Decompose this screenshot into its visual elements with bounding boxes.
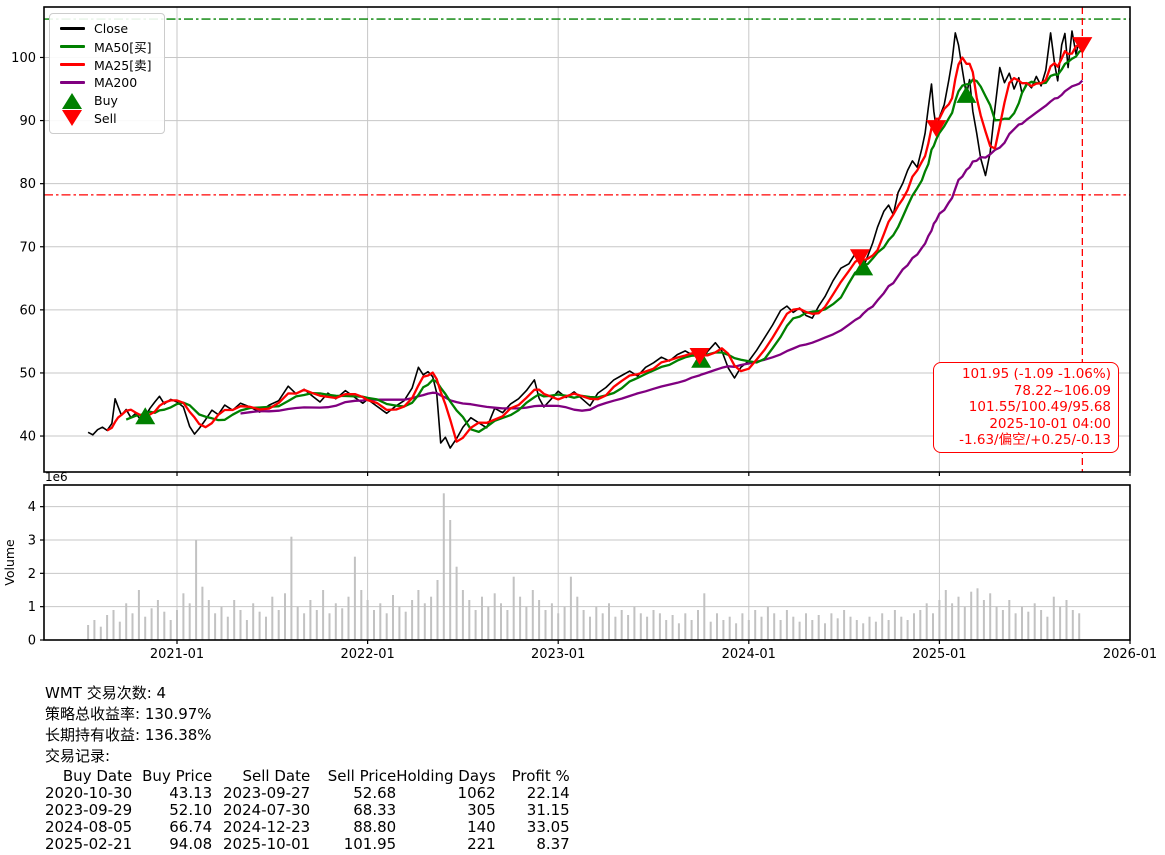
- svg-text:40: 40: [19, 430, 36, 445]
- legend-item: Sell: [59, 109, 152, 127]
- svg-text:100: 100: [11, 51, 36, 66]
- buy-triangle-icon: [62, 92, 82, 109]
- legend-item: Close: [59, 20, 152, 37]
- legend-label: MA50[买]: [94, 40, 152, 55]
- svg-text:1e6: 1e6: [45, 470, 68, 484]
- strategy-stats: WMT 交易次数: 4 策略总收益率: 130.97% 长期持有收益: 136.…: [45, 683, 570, 853]
- legend-swatch: [59, 63, 85, 66]
- trade-cell: 52.10: [169, 801, 213, 819]
- svg-text:3: 3: [28, 534, 36, 549]
- trade-cell: 88.80: [353, 818, 397, 836]
- legend-label: Buy: [94, 93, 118, 108]
- legend-line-swatch: [59, 81, 85, 84]
- svg-text:Volume: Volume: [2, 539, 17, 586]
- trade-row: 2023-09-29 52.10 2024-07-30 68.33 305 31.15: [45, 802, 570, 819]
- legend-swatch: [59, 109, 85, 126]
- trade-cell: 2023-09-27: [223, 784, 311, 802]
- annotation-52w-range: 78.22~106.09: [1013, 382, 1111, 399]
- trade-cell: 2024-08-05: [45, 818, 133, 836]
- trade-cell: 305: [467, 801, 496, 819]
- svg-text:2024-01: 2024-01: [722, 647, 776, 662]
- trade-cell: 2024-07-30: [223, 801, 311, 819]
- svg-text:2025-01: 2025-01: [912, 647, 966, 662]
- trade-cell: 2024-12-23: [223, 818, 311, 836]
- legend-swatch: [59, 92, 85, 109]
- legend-swatch: [59, 81, 85, 84]
- trades-table-body: 2020-10-30 43.13 2023-09-27 52.68 1062 22.14 2…: [45, 785, 570, 853]
- trade-cell: 1062: [457, 784, 496, 802]
- svg-text:70: 70: [19, 240, 36, 255]
- svg-text:2021-01: 2021-01: [150, 647, 204, 662]
- trade-cell: 140: [467, 818, 496, 836]
- col-sell-date: Sell Date: [242, 767, 311, 785]
- trades-table: Buy Date Buy Price Sell Date Sell Price …: [45, 768, 570, 853]
- trade-cell: 31.15: [526, 801, 570, 819]
- trade-cell: 2023-09-29: [45, 801, 133, 819]
- legend-line-swatch: [59, 27, 85, 30]
- hold-return-line: 长期持有收益: 136.38%: [45, 726, 212, 744]
- trade-cell: 66.74: [169, 818, 213, 836]
- trade-row: 2025-02-21 94.08 2025-10-01 101.95 221 8.37: [45, 836, 570, 853]
- col-profit-pct: Profit %: [511, 767, 570, 785]
- svg-text:90: 90: [19, 114, 36, 129]
- legend-item: Buy: [59, 92, 152, 109]
- trade-cell: 52.68: [353, 784, 397, 802]
- trade-cell: 33.05: [526, 818, 570, 836]
- legend-line-swatch: [59, 45, 85, 48]
- annotation-last-price: 101.95 (-1.09 -1.06%): [961, 366, 1111, 382]
- col-buy-date: Buy Date: [62, 767, 133, 785]
- legend-label: Sell: [94, 111, 117, 126]
- price-annotation: 101.95 (-1.09 -1.06%) 78.22~106.09 101.5…: [933, 362, 1119, 453]
- strategy-return-line: 策略总收益率: 130.97%: [45, 705, 212, 723]
- svg-text:0: 0: [28, 634, 36, 649]
- sell-triangle-icon: [62, 109, 82, 126]
- svg-text:1: 1: [28, 600, 36, 615]
- legend-swatch: [59, 45, 85, 48]
- trades-count-line: WMT 交易次数: 4: [45, 684, 167, 702]
- trade-cell: 2020-10-30: [45, 784, 133, 802]
- svg-text:2: 2: [28, 567, 36, 582]
- legend: Close MA50[买] MA25[卖] MA200 Buy Sell: [49, 13, 165, 134]
- col-holding-days: Holding Days: [396, 767, 496, 785]
- svg-text:2022-01: 2022-01: [340, 647, 394, 662]
- trade-cell: 8.37: [536, 835, 570, 853]
- col-buy-price: Buy Price: [142, 767, 213, 785]
- legend-label: Close: [94, 21, 129, 36]
- svg-text:80: 80: [19, 177, 36, 192]
- trade-cell: 68.33: [353, 801, 397, 819]
- legend-item: MA25[卖]: [59, 56, 152, 73]
- legend-line-swatch: [59, 63, 85, 66]
- legend-label: MA25[卖]: [94, 58, 152, 73]
- trade-records-label: 交易记录:: [45, 747, 111, 765]
- legend-item: MA50[买]: [59, 38, 152, 55]
- trade-cell: 101.95: [343, 835, 397, 853]
- trade-cell: 94.08: [169, 835, 213, 853]
- legend-label: MA200: [94, 75, 138, 90]
- annotation-signal: -1.63/偏空/+0.25/-0.13: [959, 432, 1111, 448]
- svg-text:2026-01: 2026-01: [1103, 647, 1157, 662]
- svg-text:4: 4: [28, 500, 36, 515]
- trade-row: 2024-08-05 66.74 2024-12-23 88.80 140 33.05: [45, 819, 570, 836]
- trade-row: 2020-10-30 43.13 2023-09-27 52.68 1062 22.14: [45, 785, 570, 802]
- annotation-timestamp: 2025-10-01 04:00: [989, 415, 1111, 432]
- trade-cell: 2025-02-21: [45, 835, 133, 853]
- svg-text:60: 60: [19, 303, 36, 318]
- annotation-ma-values: 101.55/100.49/95.68: [968, 399, 1111, 415]
- svg-text:2023-01: 2023-01: [531, 647, 585, 662]
- trades-table-header-row: Buy Date Buy Price Sell Date Sell Price …: [45, 768, 570, 785]
- trade-cell: 22.14: [526, 784, 570, 802]
- trade-cell: 221: [467, 835, 496, 853]
- col-sell-price: Sell Price: [327, 767, 397, 785]
- legend-item: MA200: [59, 74, 152, 91]
- trade-cell: 43.13: [169, 784, 213, 802]
- trade-cell: 2025-10-01: [223, 835, 311, 853]
- svg-text:50: 50: [19, 366, 36, 381]
- legend-swatch: [59, 27, 85, 30]
